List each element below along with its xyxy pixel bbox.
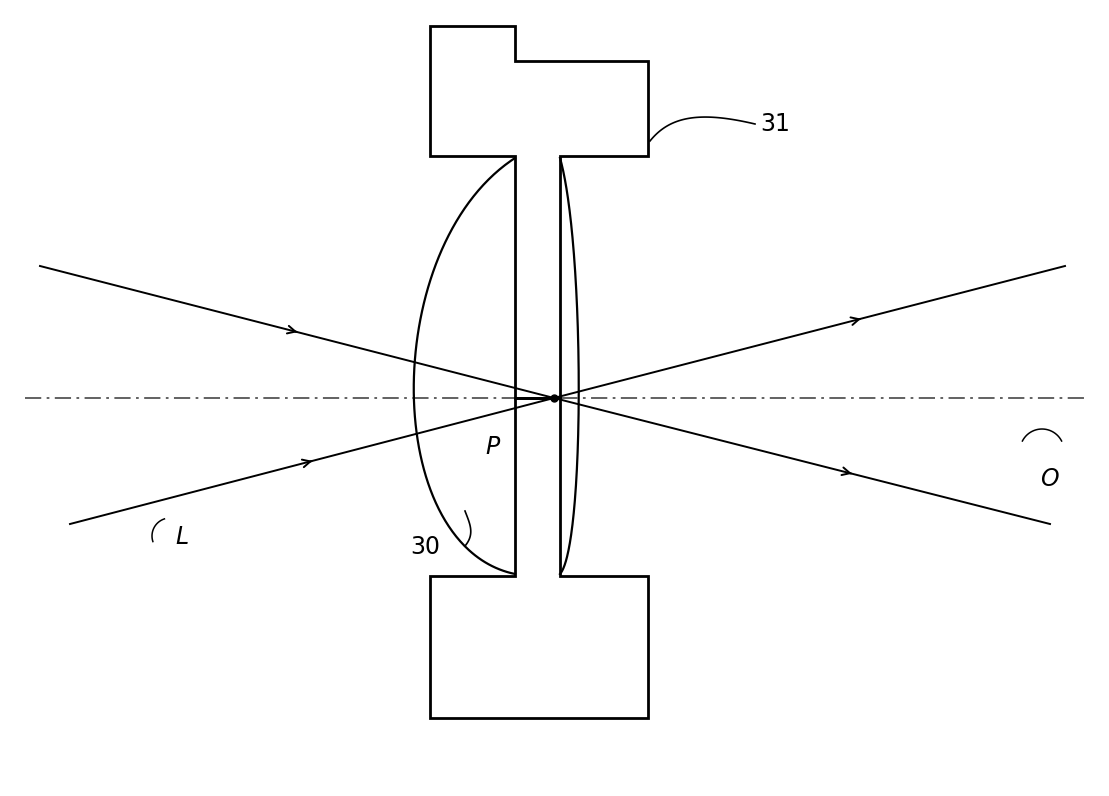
Text: 31: 31: [760, 112, 790, 136]
Text: 30: 30: [410, 535, 440, 559]
Text: P: P: [485, 435, 499, 459]
Text: L: L: [175, 525, 189, 549]
Text: O: O: [1040, 467, 1059, 491]
